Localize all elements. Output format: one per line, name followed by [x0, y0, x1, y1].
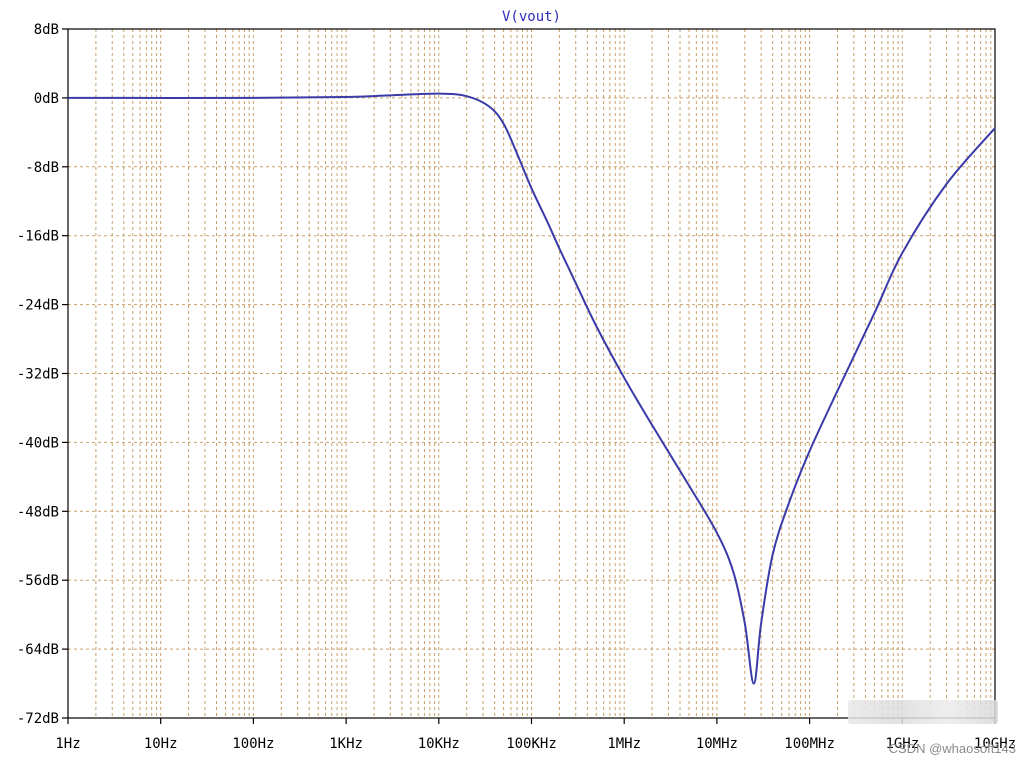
- y-tick-label: 8dB: [34, 22, 59, 38]
- y-tick-label: -64dB: [17, 642, 59, 658]
- x-tick-label: 1KHz: [329, 736, 363, 752]
- y-tick-label: -56dB: [17, 573, 59, 589]
- series: [67, 92, 996, 685]
- x-tick-label: 1Hz: [55, 736, 80, 752]
- y-tick-label: -72dB: [17, 711, 59, 727]
- y-tick-label: -24dB: [17, 298, 59, 314]
- x-tick-label: 1GHz: [885, 736, 919, 752]
- watermark: CSDN @whaosoft143: [888, 741, 1016, 756]
- y-tick-label: 0dB: [34, 91, 59, 107]
- x-tick-label: 100MHz: [784, 736, 835, 752]
- y-axis: 8dB 0dB -8dB -16dB -24dB -32dB -40dB -48dB -56dB…: [17, 22, 68, 727]
- y-tick-label: -40dB: [17, 435, 59, 451]
- x-axis: 1Hz 10Hz 100Hz 1KHz 10KHz 100KHz 1MHz 10MHz 100M…: [55, 718, 1016, 752]
- x-tick-label: 100KHz: [506, 736, 557, 752]
- y-tick-label: -8dB: [25, 160, 59, 176]
- x-tick-label: 10KHz: [418, 736, 460, 752]
- x-tick-label: 10GHz: [974, 736, 1016, 752]
- series-title: V(vout): [502, 9, 561, 25]
- x-tick-label: 100Hz: [232, 736, 274, 752]
- series-line-vout: [67, 92, 996, 685]
- y-tick-label: -16dB: [17, 229, 59, 245]
- y-tick-label: -32dB: [17, 367, 59, 383]
- grid: [68, 29, 995, 718]
- x-tick-label: 10MHz: [696, 736, 738, 752]
- y-tick-label: -48dB: [17, 504, 59, 520]
- x-tick-label: 10Hz: [144, 736, 178, 752]
- blurred-overlay: [848, 700, 998, 724]
- x-tick-label: 1MHz: [607, 736, 641, 752]
